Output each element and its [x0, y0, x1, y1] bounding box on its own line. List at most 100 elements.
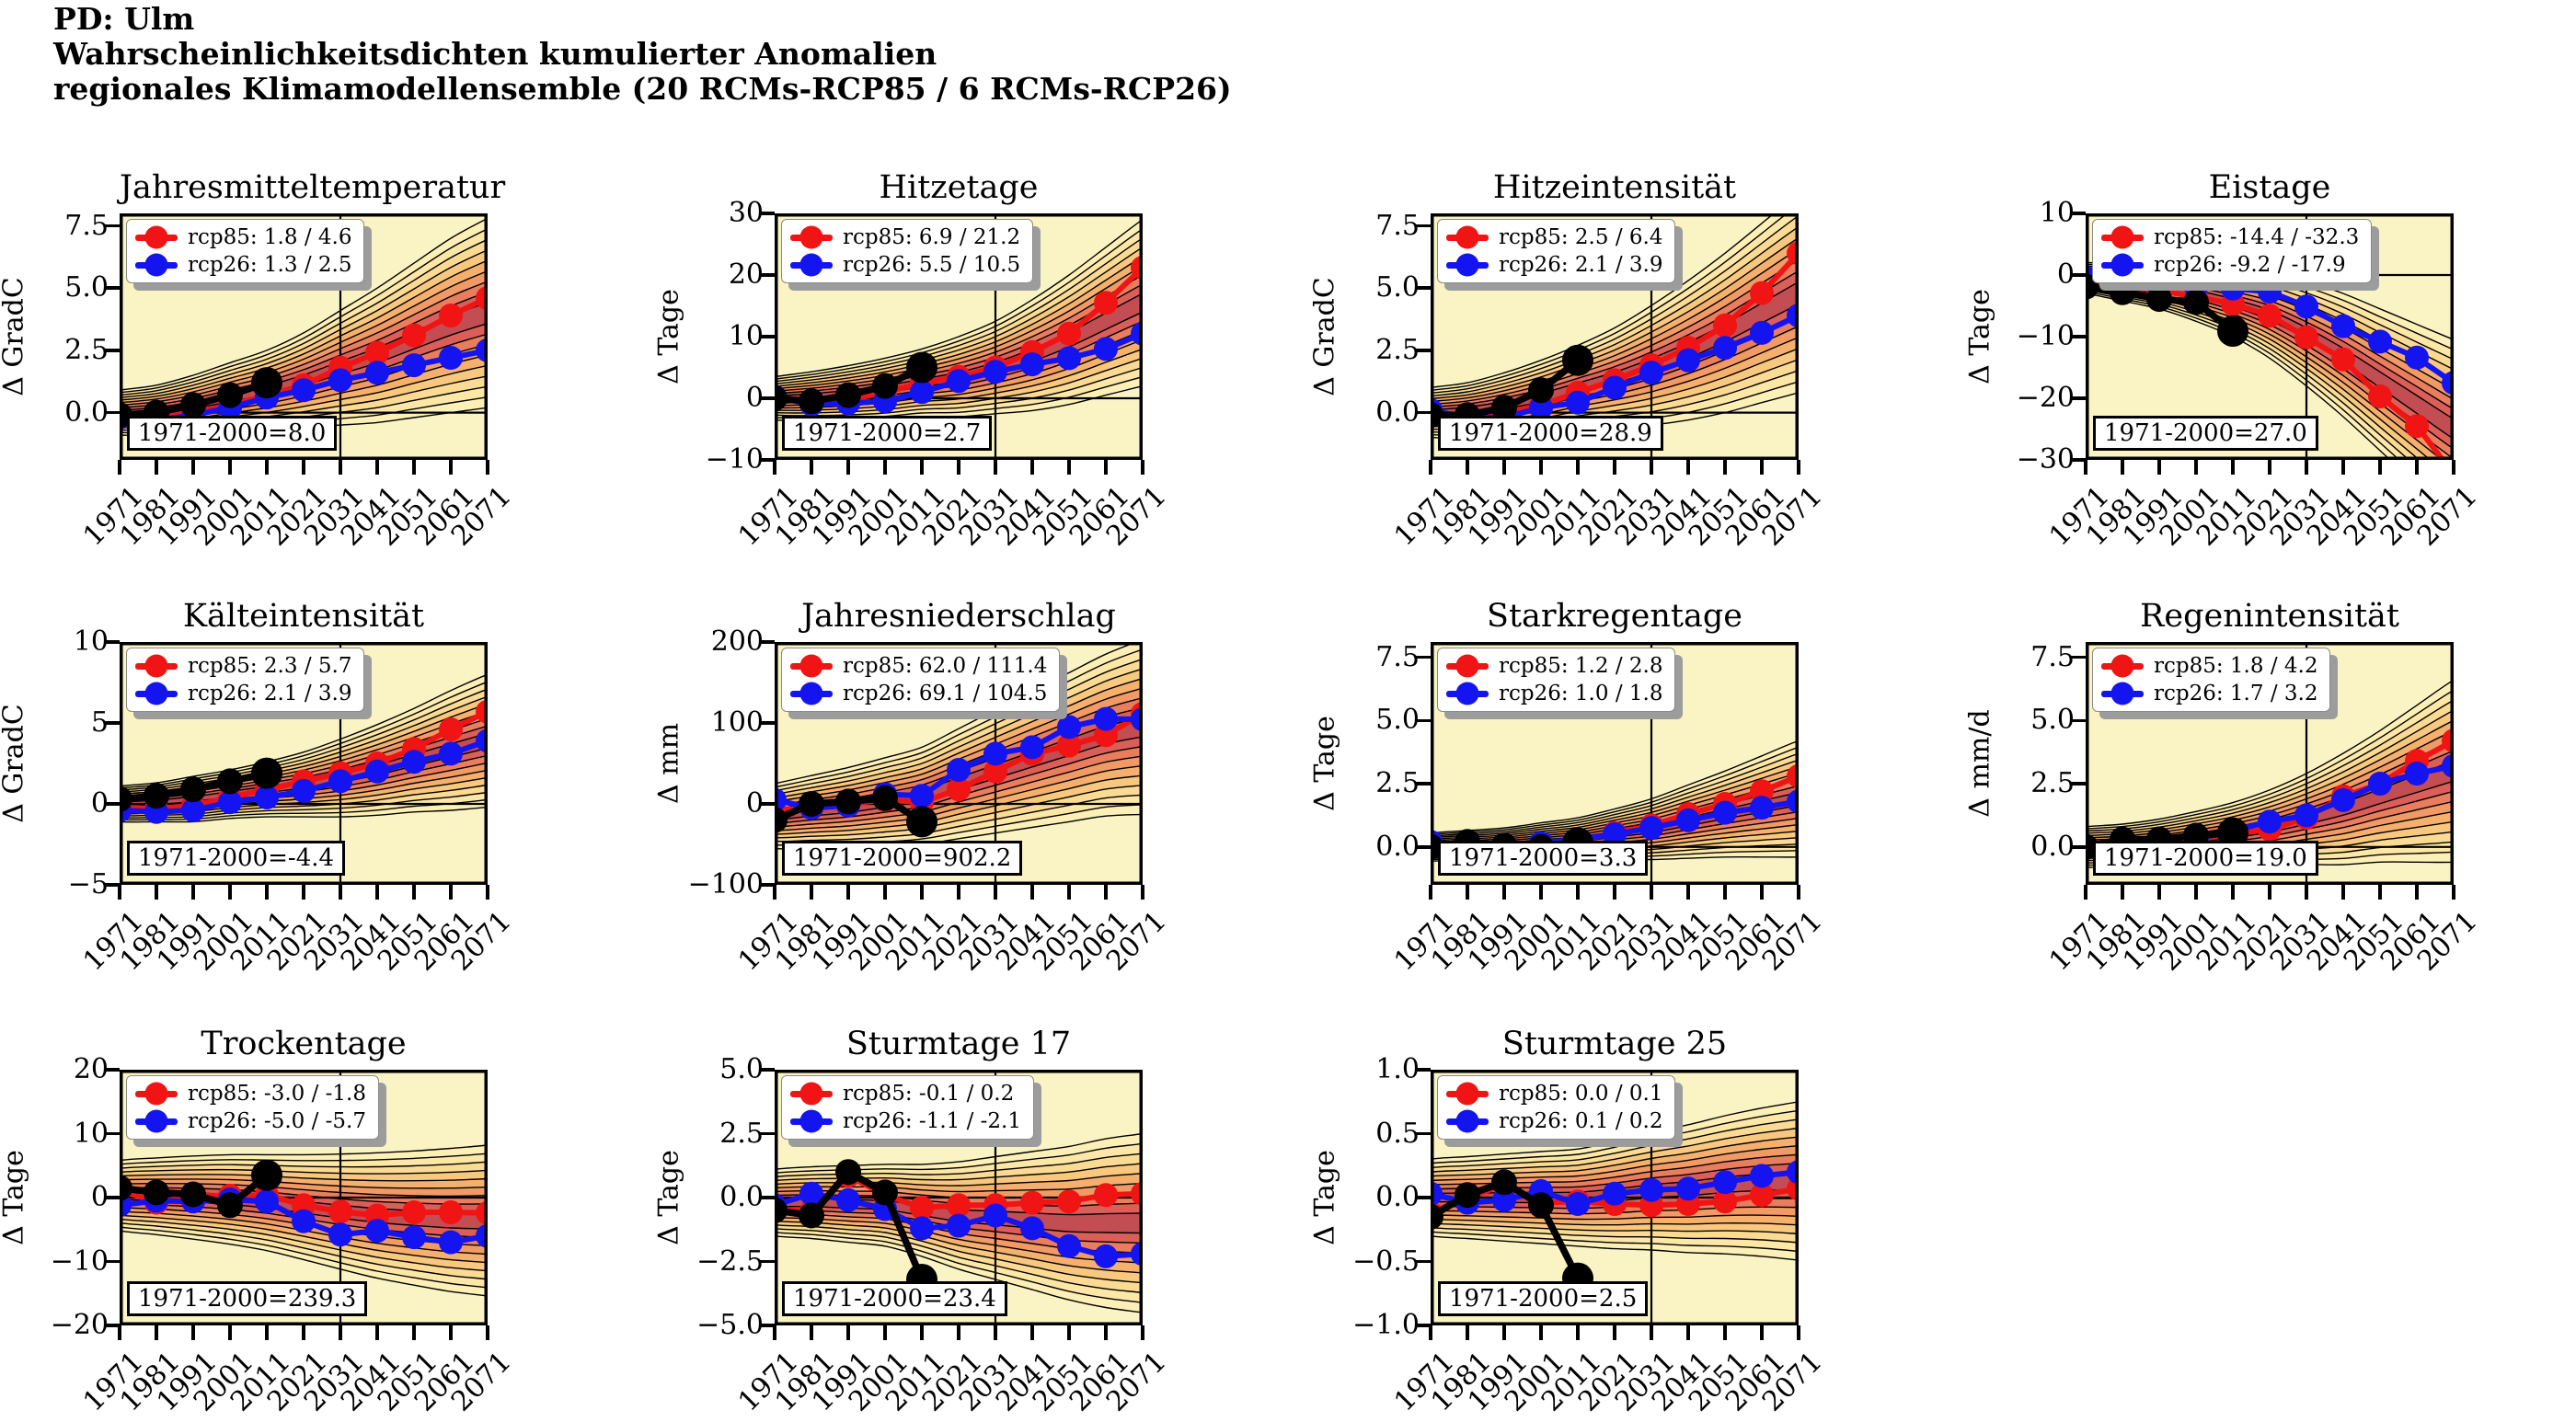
legend-marker-dot	[1455, 1109, 1479, 1133]
reference-value-box: 1971-2000=3.3	[1438, 841, 1649, 876]
legend-label-rcp26: rcp26: 5.5 / 10.5	[843, 253, 1021, 277]
x-tick	[412, 460, 416, 475]
x-tick	[155, 460, 158, 475]
x-tick	[449, 460, 453, 475]
legend-label-rcp26: rcp26: 1.3 / 2.5	[188, 253, 352, 277]
y-tick	[760, 212, 775, 215]
series-rcp26-marker	[439, 346, 463, 370]
series-rcp85-marker	[1713, 313, 1737, 338]
x-tick	[2084, 460, 2087, 475]
series-rcp85-marker	[1750, 281, 1774, 305]
legend-item-rcp85: rcp85: -3.0 / -1.8	[135, 1082, 366, 1106]
y-tick	[2071, 718, 2086, 722]
x-tick	[883, 460, 887, 475]
legend-item-rcp26: rcp26: 2.1 / 3.9	[1446, 253, 1662, 277]
series-rcp26-marker	[1713, 800, 1737, 825]
series-rcp26-marker	[947, 1213, 971, 1238]
legend-marker-rcp85	[790, 225, 833, 249]
y-tick	[1416, 1068, 1431, 1072]
y-tick-label: 0.0	[1375, 1181, 1420, 1213]
legend-marker-rcp26	[790, 253, 833, 277]
y-tick	[105, 1068, 120, 1072]
x-tick	[1030, 460, 1034, 475]
series-rcp26-marker	[365, 759, 389, 784]
axes-border	[2086, 642, 2454, 885]
y-tick-label: 0	[90, 787, 109, 820]
y-tick-label: 5.0	[64, 271, 109, 304]
y-tick	[1416, 782, 1431, 786]
series-rcp26-marker	[983, 360, 1007, 384]
x-tick	[1686, 460, 1690, 475]
series-rcp26-marker	[1566, 390, 1590, 415]
x-tick	[883, 885, 887, 900]
legend-item-rcp26: rcp26: -5.0 / -5.7	[135, 1109, 366, 1133]
series-hist-marker	[251, 757, 282, 789]
y-tick	[760, 335, 775, 338]
x-tick	[118, 1325, 121, 1340]
subplot-jahresniederschlag: Jahresniederschlag Δ mm −100 0 100 200 1971 198…	[653, 598, 1173, 978]
y-tick	[1416, 286, 1431, 290]
series-rcp26-marker	[439, 1230, 463, 1255]
y-tick	[105, 1131, 120, 1136]
y-tick-label: −2.5	[696, 1244, 764, 1278]
y-tick-label: 5.0	[2030, 704, 2075, 737]
legend-label-rcp26: rcp26: 0.1 / 0.2	[1499, 1109, 1663, 1133]
x-tick	[1760, 460, 1764, 475]
series-hist-marker	[217, 1192, 243, 1219]
y-tick	[760, 1196, 775, 1199]
series-hist-marker	[799, 791, 824, 817]
series-rcp26-marker	[1057, 1233, 1081, 1258]
reference-value-box: 1971-2000=19.0	[2093, 841, 2318, 876]
legend-label-rcp85: rcp85: -14.4 / -32.3	[2154, 225, 2360, 249]
x-tick	[228, 1325, 232, 1340]
x-tick	[920, 885, 924, 900]
series-rcp26-marker	[1603, 822, 1627, 846]
series-rcp85-marker	[947, 777, 971, 802]
legend-label-rcp26: rcp26: 2.1 / 3.9	[188, 682, 352, 705]
series-rcp26-marker	[1603, 375, 1627, 400]
y-tick	[760, 396, 775, 400]
x-tick	[2305, 885, 2308, 900]
series-rcp26-marker	[1676, 348, 1700, 373]
x-tick	[1429, 460, 1432, 475]
x-tick	[1539, 460, 1543, 475]
y-tick-label: 2.5	[719, 1117, 764, 1150]
reference-value-box: 1971-2000=2.7	[782, 416, 993, 451]
x-tick	[1576, 1325, 1580, 1340]
y-tick	[1416, 224, 1431, 228]
series-rcp26-marker	[1750, 320, 1774, 345]
subplot-title: Sturmtage 17	[845, 1026, 1072, 1062]
series-rcp26-marker	[1750, 796, 1774, 820]
x-tick	[412, 885, 416, 900]
y-tick-label: 7.5	[1375, 640, 1420, 673]
series-rcp26-marker	[292, 378, 316, 403]
x-tick	[2341, 885, 2345, 900]
subplot-hitzetage: Hitzetage Δ Tage −10 0 10 20 30 1971 1981 1991 200…	[653, 169, 1173, 553]
x-tick	[846, 885, 850, 900]
x-tick	[265, 460, 269, 475]
series-rcp26-marker	[1603, 1181, 1627, 1206]
series-hist-marker	[872, 1179, 898, 1206]
series-rcp26-marker	[1639, 1177, 1663, 1202]
x-tick	[191, 1325, 195, 1340]
x-tick	[1104, 1325, 1108, 1340]
legend-item-rcp85: rcp85: -14.4 / -32.3	[2101, 225, 2359, 249]
legend-label-rcp85: rcp85: 1.8 / 4.6	[188, 225, 352, 249]
legend: rcp85: 1.8 / 4.6 rcp26: 1.3 / 2.5	[126, 219, 365, 283]
reference-value-box: 1971-2000=23.4	[782, 1281, 1007, 1316]
x-tick	[302, 885, 305, 900]
series-rcp26-marker	[1639, 816, 1663, 841]
series-rcp26-marker	[910, 1216, 934, 1241]
y-tick-label: 0	[90, 1181, 109, 1213]
series-rcp26-marker	[1094, 337, 1118, 361]
y-tick	[1416, 655, 1431, 659]
y-tick	[105, 883, 120, 887]
y-tick-label: 10	[728, 320, 764, 352]
x-tick	[155, 1325, 158, 1340]
series-hist-marker	[835, 382, 861, 408]
series-hist-marker	[251, 367, 282, 399]
legend-item-rcp26: rcp26: -1.1 / -2.1	[790, 1109, 1021, 1133]
series-hist-marker	[799, 388, 824, 415]
legend: rcp85: -0.1 / 0.2 rcp26: -1.1 / -2.1	[781, 1075, 1034, 1140]
series-hist-marker	[1528, 1192, 1554, 1219]
